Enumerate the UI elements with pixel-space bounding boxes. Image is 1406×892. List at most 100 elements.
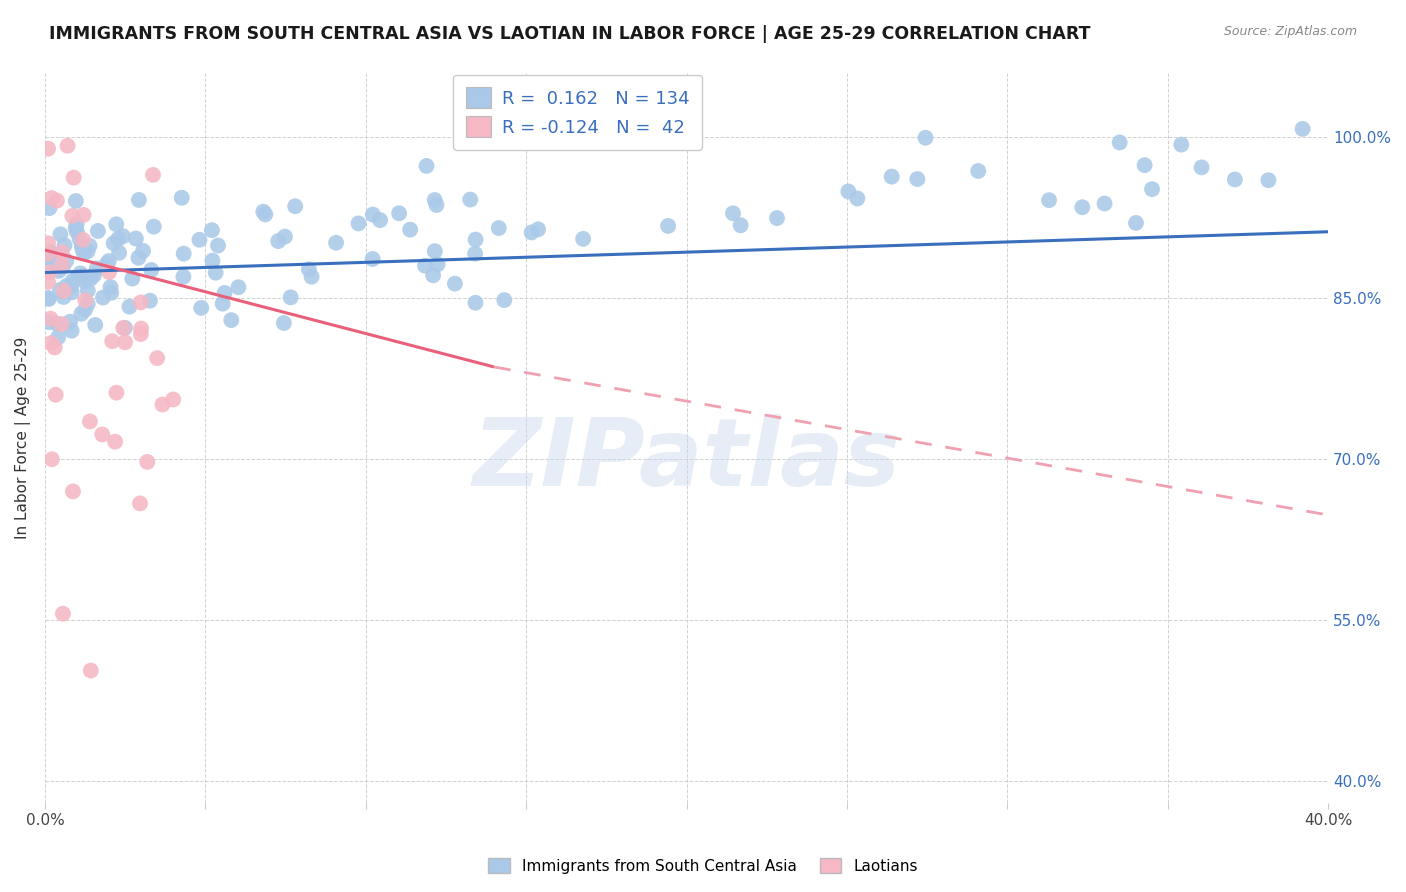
- Point: [66, 225, 89, 239]
- Point: [59, 315, 82, 329]
- Point: [361, 252, 384, 266]
- Point: [55, 253, 77, 268]
- Point: [75, 293, 97, 308]
- Point: [37, 246, 59, 260]
- Point: [527, 222, 550, 236]
- Point: [1291, 121, 1313, 136]
- Point: [399, 222, 422, 236]
- Point: [38, 292, 60, 306]
- Point: [73, 302, 96, 317]
- Point: [173, 246, 195, 260]
- Point: [325, 235, 347, 250]
- Point: [42, 254, 65, 268]
- Point: [132, 244, 155, 258]
- Point: [62, 170, 84, 185]
- Point: [1125, 216, 1147, 230]
- Point: [52, 607, 75, 621]
- Point: [100, 285, 122, 300]
- Point: [128, 193, 150, 207]
- Point: [41, 452, 63, 467]
- Point: [204, 266, 226, 280]
- Text: IMMIGRANTS FROM SOUTH CENTRAL ASIA VS LAOTIAN IN LABOR FORCE | AGE 25-29 CORRELA: IMMIGRANTS FROM SOUTH CENTRAL ASIA VS LA…: [49, 25, 1091, 43]
- Point: [464, 233, 486, 247]
- Point: [39, 336, 62, 351]
- Point: [45, 194, 67, 208]
- Point: [188, 233, 211, 247]
- Point: [62, 274, 84, 288]
- Point: [101, 334, 124, 349]
- Point: [1257, 173, 1279, 187]
- Point: [464, 246, 486, 260]
- Point: [426, 257, 449, 271]
- Point: [880, 169, 903, 184]
- Point: [572, 232, 595, 246]
- Point: [51, 258, 73, 272]
- Point: [38, 201, 60, 215]
- Point: [1140, 182, 1163, 196]
- Point: [129, 321, 152, 335]
- Point: [127, 251, 149, 265]
- Point: [494, 293, 516, 307]
- Point: [125, 231, 148, 245]
- Point: [51, 317, 73, 331]
- Point: [284, 199, 307, 213]
- Point: [1094, 196, 1116, 211]
- Point: [60, 209, 83, 223]
- Point: [79, 238, 101, 252]
- Point: [46, 330, 69, 344]
- Point: [97, 254, 120, 268]
- Point: [721, 206, 744, 220]
- Point: [108, 245, 131, 260]
- Point: [67, 269, 90, 284]
- Point: [72, 242, 94, 256]
- Point: [80, 271, 103, 285]
- Point: [70, 239, 93, 253]
- Point: [39, 311, 62, 326]
- Point: [139, 293, 162, 308]
- Point: [62, 484, 84, 499]
- Point: [267, 234, 290, 248]
- Point: [118, 300, 141, 314]
- Point: [415, 159, 437, 173]
- Point: [38, 265, 60, 279]
- Point: [520, 226, 543, 240]
- Point: [65, 217, 87, 231]
- Point: [1038, 193, 1060, 207]
- Point: [488, 221, 510, 235]
- Point: [53, 238, 76, 252]
- Point: [48, 264, 70, 278]
- Point: [280, 290, 302, 304]
- Point: [1108, 136, 1130, 150]
- Legend: Immigrants from South Central Asia, Laotians: Immigrants from South Central Asia, Laot…: [482, 852, 924, 880]
- Point: [1170, 137, 1192, 152]
- Point: [413, 259, 436, 273]
- Point: [86, 261, 108, 276]
- Point: [905, 172, 928, 186]
- Point: [136, 455, 159, 469]
- Point: [55, 278, 77, 293]
- Point: [60, 324, 83, 338]
- Point: [657, 219, 679, 233]
- Point: [114, 321, 136, 335]
- Point: [51, 245, 73, 260]
- Point: [107, 232, 129, 246]
- Point: [41, 191, 63, 205]
- Point: [422, 268, 444, 283]
- Point: [172, 269, 194, 284]
- Point: [70, 307, 93, 321]
- Point: [368, 213, 391, 227]
- Point: [37, 275, 59, 289]
- Point: [72, 208, 94, 222]
- Point: [361, 208, 384, 222]
- Point: [65, 221, 87, 235]
- Point: [425, 198, 447, 212]
- Point: [114, 335, 136, 350]
- Point: [80, 664, 103, 678]
- Point: [69, 232, 91, 246]
- Point: [837, 185, 859, 199]
- Point: [76, 244, 98, 259]
- Point: [37, 236, 59, 251]
- Point: [73, 246, 96, 260]
- Point: [1071, 200, 1094, 214]
- Point: [45, 317, 67, 331]
